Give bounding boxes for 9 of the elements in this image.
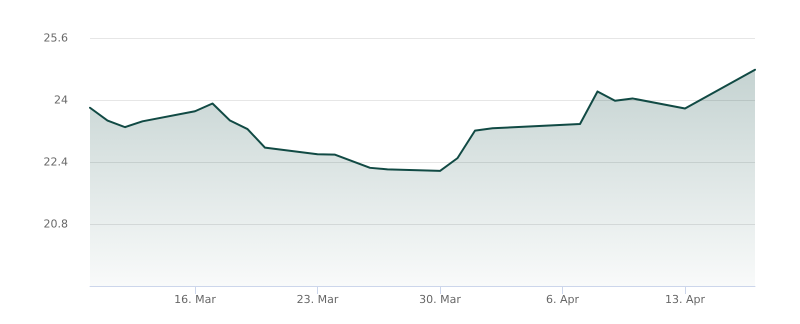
x-tick-label: 23. Mar: [296, 293, 339, 306]
y-tick-label: 20.8: [44, 218, 68, 230]
x-tick-label: 30. Mar: [419, 293, 462, 306]
x-tick-label: 13. Apr: [664, 293, 706, 306]
x-tick-label: 6. Apr: [546, 293, 580, 306]
y-tick-label: 25.6: [44, 32, 68, 44]
y-tick-label: 24: [54, 94, 68, 106]
y-tick-label: 22.4: [44, 156, 68, 168]
x-tick-label: 16. Mar: [174, 293, 216, 306]
